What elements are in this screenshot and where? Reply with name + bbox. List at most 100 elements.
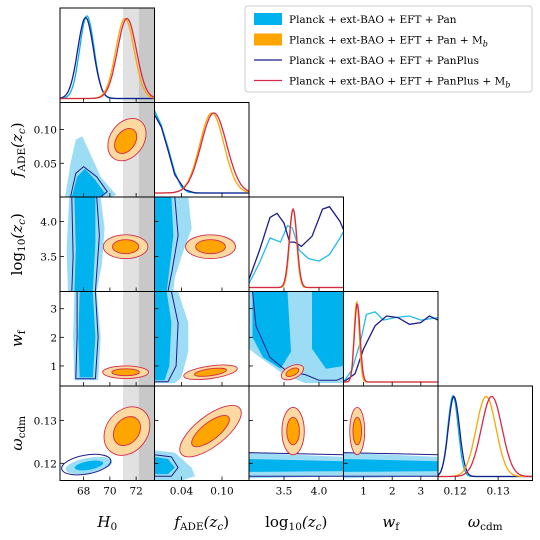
panel-fADE-fADE [154, 110, 249, 194]
ylabel-log10zc: log10(zc) [8, 213, 28, 275]
x-tick-label: 0.13 [486, 486, 509, 498]
panel-H0-omega_cdm [61, 386, 155, 481]
x-tick-label: 1 [360, 486, 367, 498]
contour-panplus [71, 197, 100, 292]
y-tick-label: 0.12 [34, 458, 57, 470]
h0-band [138, 102, 155, 197]
x-tick-label: 3 [417, 486, 424, 498]
legend-label: Planck + ext-BAO + EFT + Pan + Mb [289, 35, 488, 49]
contour-1s-pan [74, 197, 96, 292]
xlabel-H0: H0 [96, 513, 117, 533]
panel-H0-H0 [60, 8, 155, 103]
xlabel-omega_cdm: ωcdm [468, 513, 503, 533]
y-tick-label: 0.13 [34, 415, 57, 427]
xlabel-log10zc: log10(zc) [265, 513, 327, 533]
panel-omega_cdm-omega_cdm [438, 394, 533, 478]
contour-1s-mb [114, 128, 138, 154]
contour-panplus [154, 291, 179, 383]
legend-swatch [254, 13, 282, 25]
pdf-logzc-panplus [249, 205, 344, 280]
panel-fADE-log10zc [154, 197, 236, 292]
x-tick-label: 2 [389, 486, 396, 498]
legend: Planck + ext-BAO + EFT + Pan Planck + ext… [244, 5, 533, 93]
contour-1s-mb [112, 239, 140, 255]
y-tick-label: 4.0 [40, 217, 57, 229]
y-tick-label: 0.10 [34, 125, 57, 137]
pdf-wf-pan [343, 311, 438, 383]
xlabel-wf: wf [382, 513, 400, 533]
contour-1s-mb [286, 416, 300, 446]
contour-1s-pan [71, 168, 105, 197]
ylabel-wf: wf [8, 329, 28, 347]
x-tick-label: 3.5 [276, 486, 293, 498]
xlabel-fADE: fADE(zc) [173, 513, 229, 533]
pdf-ocdm-pan [438, 394, 533, 478]
panel-H0-fADE [65, 102, 155, 197]
panel-fADE-omega_cdm [154, 404, 242, 481]
contour-1s-mb [191, 414, 230, 448]
contour-1s-pan [74, 460, 104, 471]
pdf-logzc-pan [249, 224, 344, 284]
contour-1s-pan [154, 291, 172, 381]
legend-label: Planck + ext-BAO + EFT + PanPlus + Mb [289, 76, 510, 90]
panel-wf-wf [343, 300, 438, 383]
y-tick-label: 3.5 [40, 252, 57, 264]
y-tick-label: 1 [50, 361, 57, 373]
pdf-logzc-panplus-mb [249, 207, 344, 289]
contour-1s-pan [154, 197, 174, 292]
contour-1s-mb [195, 239, 226, 255]
legend-label: Planck + ext-BAO + EFT + PanPlus [289, 55, 479, 67]
contour-1s-mb [194, 367, 228, 377]
pdf-fADE-panplus [154, 114, 249, 194]
contour-panplus [343, 452, 438, 477]
contour-1s-pan [154, 456, 175, 475]
h0-band [123, 291, 139, 386]
x-tick-label: 68 [77, 486, 90, 498]
panel-log10zc-log10zc [249, 205, 344, 289]
panel-frame [437, 385, 533, 481]
pdf-fADE-panplus-mb [154, 112, 249, 194]
pdf-H0-panplus [60, 17, 155, 100]
pdf-logzc-pan-mb [249, 207, 344, 289]
y-tick-label: 2 [50, 332, 57, 344]
panel-wf-omega_cdm [343, 407, 438, 479]
legend-box [244, 5, 533, 93]
x-tick-label: 4.0 [311, 486, 328, 498]
x-tick-label: 70 [103, 486, 116, 498]
contour-1s-mb [112, 416, 141, 447]
panel-log10zc-omega_cdm [249, 407, 344, 479]
pdf-wf-pan-mb [343, 300, 438, 383]
contour-1s-pan [252, 291, 291, 369]
x-tick-label: 72 [129, 486, 142, 498]
x-tick-label: 0.12 [443, 486, 466, 498]
contour-1s-pan [78, 291, 96, 378]
contour-1s-mb [285, 367, 300, 378]
contour-1s-mb [352, 416, 362, 446]
contour-1s-pan-b [312, 291, 344, 369]
legend-swatch [254, 33, 282, 46]
ylabel-fADE: fADE(zc) [8, 122, 28, 178]
contour-panplus [154, 197, 179, 292]
contour-1s-mb [111, 368, 140, 377]
contour-panplus [154, 454, 179, 477]
contour-panplus [70, 166, 108, 197]
pdf-ocdm-panplus [438, 395, 533, 478]
panel-log10zc-wf [249, 291, 344, 384]
contour-panplus [249, 452, 344, 477]
contour-panplus [75, 291, 99, 380]
x-tick-label: 0.04 [170, 486, 194, 498]
x-tick-label: 0.10 [210, 486, 233, 498]
panel-H0-log10zc [66, 197, 155, 292]
y-tick-label: 0.05 [34, 158, 57, 170]
ylabel-omega_cdm: ωcdm [8, 416, 28, 451]
contour-1s-pan [343, 459, 438, 472]
axes: 68 70 72 0.04 0.10 3.5 4.0 1 2 3 0.12 0.13 H0 fADE(zc… [8, 98, 510, 533]
pdf-H0-panplus-mb [60, 17, 155, 100]
panel-H0-wf [73, 291, 155, 386]
legend-label: Planck + ext-BAO + EFT + Pan [289, 14, 457, 26]
y-tick-label: 3 [50, 304, 57, 316]
pdf-wf-panplus [343, 315, 438, 383]
h0-band [138, 291, 155, 386]
h0-band [123, 8, 139, 103]
